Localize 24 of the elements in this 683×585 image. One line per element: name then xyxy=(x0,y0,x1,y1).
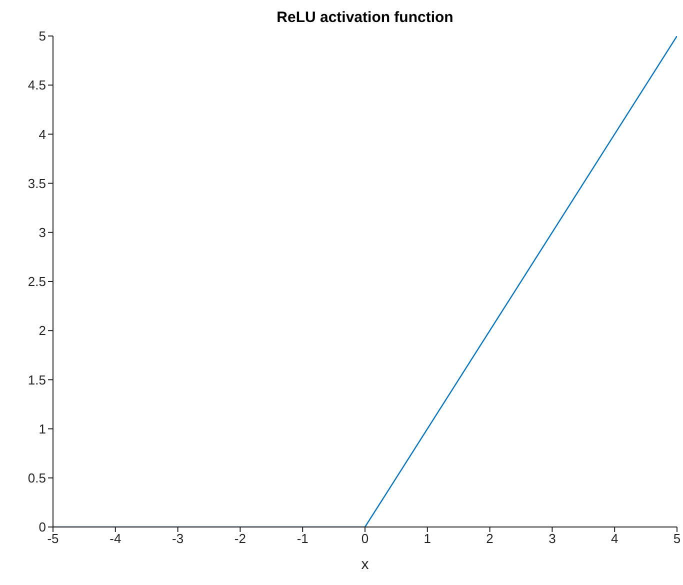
x-tick-label: -3 xyxy=(172,531,184,546)
y-tick-label: 4.5 xyxy=(28,78,46,93)
x-tick-label: -5 xyxy=(47,531,59,546)
y-tick-label: 4 xyxy=(38,126,46,142)
y-tick-label: 0 xyxy=(38,520,46,535)
x-tick-label: -4 xyxy=(110,531,122,546)
y-tick-label: 0.5 xyxy=(28,470,46,486)
x-axis-title: x xyxy=(361,556,370,573)
y-tick-label: 3 xyxy=(38,225,46,240)
x-tick-label: -2 xyxy=(234,531,246,546)
x-tick-label: 4 xyxy=(610,531,618,546)
x-tick-label: 2 xyxy=(486,531,494,546)
y-tick-label: 1.5 xyxy=(28,372,46,388)
y-tick-label: 2 xyxy=(38,323,46,338)
y-tick-label: 3.5 xyxy=(28,176,46,191)
x-tick-label: 3 xyxy=(548,531,556,546)
x-tick-label: 1 xyxy=(424,531,432,546)
chart-title: ReLU activation function xyxy=(276,9,454,26)
y-tick-label: 1 xyxy=(38,421,46,436)
x-tick-label: 5 xyxy=(673,531,681,546)
y-tick-label: 2.5 xyxy=(28,274,46,290)
x-tick-label: -1 xyxy=(296,531,308,546)
x-tick-label: 0 xyxy=(361,531,369,546)
y-tick-label: 5 xyxy=(38,28,46,44)
